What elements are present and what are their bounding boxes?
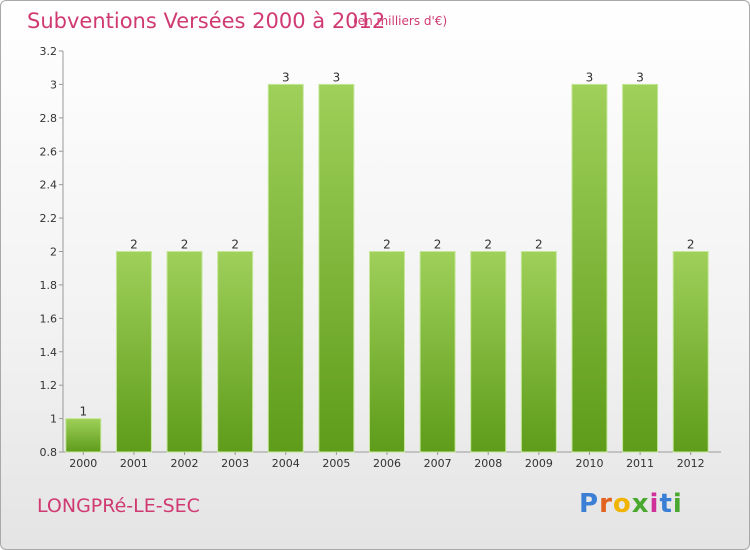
chart-title: Subventions Versées 2000 à 2012 [27, 9, 386, 33]
bar [571, 83, 608, 453]
bar [267, 83, 304, 453]
bar [65, 418, 102, 453]
bar-value-label: 2 [484, 238, 492, 252]
x-tick-label: 2003 [221, 457, 249, 470]
logo-letter: r [599, 489, 613, 519]
bar-value-label: 1 [79, 405, 87, 419]
x-tick-label: 2012 [677, 457, 705, 470]
y-tick-label: 1.6 [40, 312, 58, 325]
bar-value-label: 2 [434, 238, 442, 252]
y-tick-label: 1.4 [40, 346, 58, 359]
y-tick-label: 2.4 [40, 179, 58, 192]
x-tick-label: 2011 [626, 457, 654, 470]
bar [369, 251, 405, 453]
x-tick-label: 2000 [69, 457, 97, 470]
y-tick-label: 0.8 [40, 446, 58, 459]
logo-letter: o [612, 489, 632, 519]
bar-value-label: 2 [535, 238, 543, 252]
bar [115, 251, 152, 453]
x-tick-label: 2004 [272, 457, 300, 470]
bar [622, 83, 659, 453]
bar [470, 251, 507, 453]
chart-unit: (en milliers d'€) [353, 14, 448, 28]
bar-value-label: 3 [282, 70, 290, 84]
bar [672, 251, 709, 453]
x-tick-label: 2005 [322, 457, 350, 470]
x-tick-label: 2010 [575, 457, 603, 470]
logo-letter: i [649, 489, 660, 519]
x-tick-label: 2006 [373, 457, 401, 470]
y-tick-label: 2.6 [40, 145, 58, 158]
logo-letter: i [672, 489, 683, 519]
x-tick-label: 2009 [525, 457, 553, 470]
y-tick-label: 2.2 [40, 212, 58, 225]
bar [520, 251, 557, 453]
logo-letter: t [659, 489, 673, 519]
bar-value-label: 2 [687, 238, 695, 252]
bar-value-label: 2 [231, 238, 239, 252]
proxiti-logo[interactable]: Proxiti [579, 489, 683, 519]
commune-name: LONGPRé-LE-SEC [37, 495, 200, 517]
x-tick-label: 2007 [424, 457, 452, 470]
bar-value-label: 2 [130, 238, 138, 252]
bar-value-label: 3 [333, 70, 341, 84]
y-tick-label: 3 [50, 78, 57, 91]
logo-letter: x [631, 489, 650, 519]
bar [166, 251, 203, 453]
bar-value-label: 2 [383, 238, 391, 252]
logo-letter: P [579, 489, 600, 519]
y-tick-label: 2 [50, 246, 57, 259]
y-tick-label: 1.2 [40, 379, 58, 392]
x-tick-label: 2008 [474, 457, 502, 470]
bar [318, 83, 355, 453]
x-tick-label: 2002 [171, 457, 199, 470]
y-tick-label: 1.8 [40, 279, 58, 292]
bar-value-label: 3 [636, 70, 644, 84]
y-tick-label: 2.8 [40, 112, 58, 125]
bar [419, 251, 456, 453]
bar-value-label: 3 [586, 70, 594, 84]
y-tick-label: 1 [50, 413, 57, 426]
bar-value-label: 2 [181, 238, 189, 252]
y-tick-label: 3.2 [40, 45, 58, 58]
x-tick-label: 2001 [120, 457, 148, 470]
bar [217, 251, 254, 453]
